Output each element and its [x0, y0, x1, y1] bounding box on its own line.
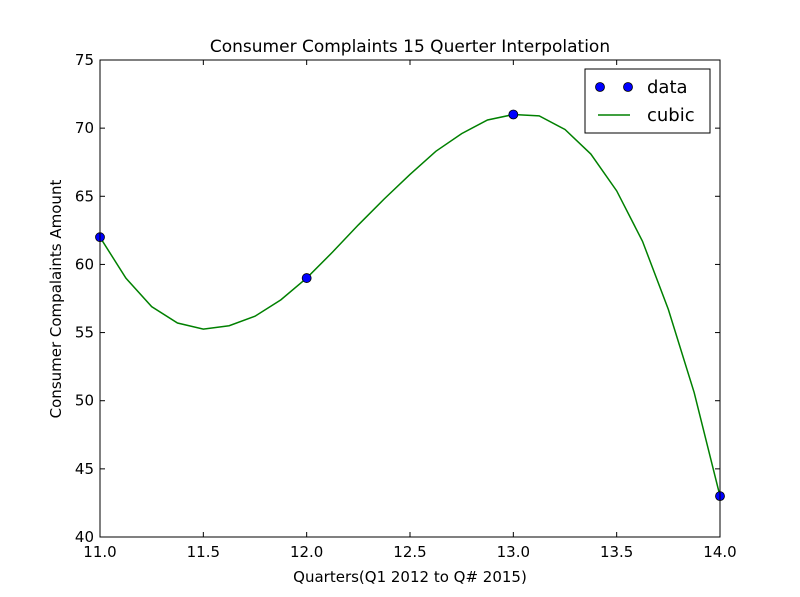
legend-marker-data [595, 82, 605, 92]
y-axis-label: Consumer Compalaints Amount [47, 180, 65, 419]
y-tick-label: 40 [75, 528, 94, 546]
legend-label-data: data [647, 77, 688, 98]
x-tick-label: 14.0 [703, 543, 736, 561]
series-line-cubic [99, 113, 721, 497]
legend-box [584, 68, 711, 134]
plot-area: 11.0 11.5 12.0 12.5 13.0 13.5 14.0 40 45 50 55 60 65… [75, 51, 737, 561]
y-tick-label: 70 [75, 119, 94, 137]
x-axis-label: Quarters(Q1 2012 to Q# 2015) [293, 568, 527, 586]
chart-title: Consumer Complaints 15 Querter Interpola… [210, 37, 610, 57]
y-tick-label: 55 [75, 324, 94, 342]
y-tick-label: 65 [75, 187, 94, 205]
y-tick-label: 60 [75, 255, 94, 273]
data-point [508, 109, 519, 120]
x-tick-label: 12.5 [393, 543, 426, 561]
data-point [301, 273, 312, 283]
legend-label-cubic: cubic [647, 105, 695, 126]
x-tick-label: 13.5 [600, 543, 633, 561]
legend-marker-data [623, 82, 633, 92]
x-tick-label: 13.0 [497, 543, 530, 561]
y-tick-label: 75 [75, 51, 94, 69]
x-tick-label: 11.0 [83, 543, 116, 561]
y-tick-label: 50 [75, 392, 94, 410]
x-tick-label: 12.0 [290, 543, 323, 561]
y-tick-label: 45 [75, 460, 94, 478]
x-tick-label: 11.5 [187, 543, 220, 561]
